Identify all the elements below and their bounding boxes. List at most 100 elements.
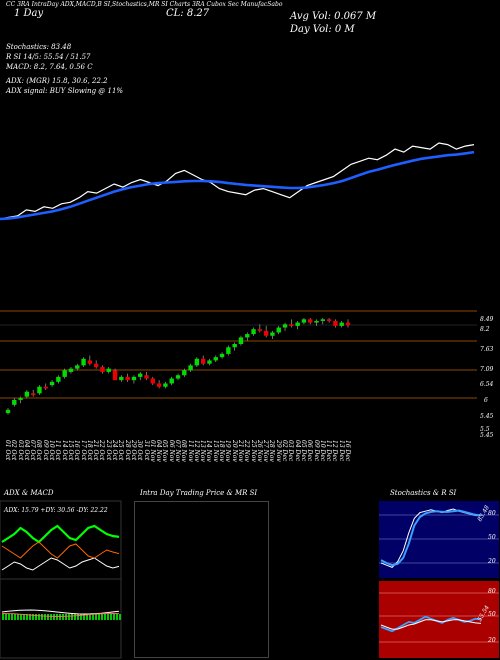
- candle-up: [37, 386, 42, 394]
- candle-up: [295, 322, 300, 326]
- candle-down: [263, 330, 269, 336]
- candle-down: [308, 319, 313, 323]
- price-line-chart: [0, 142, 475, 221]
- macd-signal-line: [1, 612, 120, 617]
- candle-up: [75, 365, 80, 369]
- stoch-panel-title: Stochastics & R SI: [390, 489, 457, 497]
- macd-histogram-bar: [8, 614, 10, 620]
- macd-histogram-bar: [83, 614, 85, 620]
- candle-up: [169, 378, 174, 384]
- macd-histogram-bar: [29, 614, 31, 620]
- avg-vol: Avg Vol: 0.067 M: [290, 11, 377, 22]
- stochastics-background: [379, 501, 499, 578]
- macd-histogram-bar: [98, 614, 100, 620]
- header-line: CC 3RA IntraDay ADX,MACD,B SI,Stochastic…: [6, 1, 283, 8]
- candle-up: [207, 360, 212, 364]
- macd-histogram-bar: [80, 614, 82, 620]
- adx-panel-title: ADX & MACD: [4, 489, 54, 497]
- candle-up: [301, 319, 307, 323]
- macd-histogram-bar: [77, 614, 79, 620]
- intra-panel-title: Intra Day Trading Price & MR SI: [140, 489, 258, 497]
- price-axis-label: 5.45: [480, 413, 494, 420]
- candlestick-chart: [0, 310, 477, 415]
- price-axis-label: 6.54: [480, 381, 494, 388]
- candle-up: [175, 375, 181, 379]
- stoch-axis-label: 20: [488, 558, 496, 565]
- candle-up: [49, 381, 55, 386]
- candle-up: [188, 365, 193, 371]
- macd-line: [1, 609, 120, 615]
- price-axis-label: 5.5: [480, 426, 490, 433]
- macd-histogram-bar: [65, 614, 67, 620]
- candle-up: [81, 358, 86, 366]
- candle-up: [282, 324, 288, 328]
- price-axis-label: 7.63: [480, 346, 494, 353]
- macd-histogram-bar: [38, 614, 40, 620]
- candle-up: [163, 383, 168, 387]
- candle-up: [194, 358, 200, 366]
- macd-histogram-bar: [71, 614, 73, 620]
- price-axis-label: 6: [484, 397, 488, 404]
- day-vol: Day Vol: 0 M: [290, 24, 355, 35]
- macd-histogram-bar: [62, 614, 64, 620]
- candle-up: [24, 391, 30, 397]
- macd-histogram-bar: [5, 614, 7, 620]
- si-readout: R SI 14/5: 55.54 / 51.57: [6, 53, 91, 61]
- macd-histogram-bar: [113, 614, 115, 620]
- macd-histogram-bar: [47, 614, 49, 620]
- macd-histogram-bar: [116, 614, 118, 620]
- price-axis-label: 8.49: [480, 316, 494, 323]
- price-axis-label: 5.45: [480, 432, 494, 439]
- candle-down: [30, 393, 36, 395]
- candle-down: [200, 358, 206, 364]
- macd-histogram-bar: [95, 614, 97, 620]
- stoch-axis-label: 80: [488, 510, 496, 517]
- price-line: [0, 142, 475, 220]
- macd-histogram-bar: [68, 614, 70, 620]
- macd-histogram-bar: [11, 614, 13, 620]
- minus-di-line: [1, 541, 120, 559]
- adx-values: ADX: 15.79 +DY: 30.56 -DY: 22.22: [4, 507, 108, 514]
- candle-up: [226, 347, 231, 354]
- candle-up: [339, 322, 344, 326]
- macd-histogram-bar: [17, 614, 19, 620]
- candle-up: [18, 398, 23, 400]
- macd-histogram-bar: [92, 614, 94, 620]
- plus-di-line: [1, 524, 120, 544]
- macd-histogram-bar: [104, 614, 106, 620]
- stochastic-d-line: [380, 509, 482, 567]
- candle-up: [119, 376, 124, 381]
- stoch-axis-label: 50: [488, 534, 496, 541]
- macd-histogram-bar: [2, 614, 4, 620]
- candle-up: [276, 327, 281, 333]
- candle-up: [320, 319, 326, 321]
- macd-histogram-bar: [107, 614, 109, 620]
- moving-average-line: [0, 150, 475, 221]
- candle-down: [326, 319, 332, 321]
- candle-down: [289, 324, 294, 326]
- candle-down: [43, 386, 48, 389]
- candle-up: [131, 376, 137, 381]
- macd-histogram-bar: [32, 614, 34, 620]
- candle-down: [144, 375, 149, 379]
- candle-down: [345, 322, 351, 326]
- si-axis-label: 20: [488, 637, 496, 644]
- macd-histogram-bar: [44, 614, 46, 620]
- candle-up: [106, 368, 111, 372]
- candle-up: [56, 376, 61, 382]
- stoch-readout: Stochastics: 83.48: [6, 43, 72, 51]
- macd-histogram-bar: [23, 614, 25, 620]
- cl-label: CL: 8.27: [166, 8, 210, 19]
- adx-line: [1, 557, 120, 571]
- macd-histogram-bar: [86, 614, 88, 620]
- macd-histogram-bar: [50, 614, 52, 620]
- candle-up: [219, 353, 225, 358]
- si-line: [380, 615, 482, 633]
- price-axis-label: 8.2: [480, 326, 490, 333]
- day-label: 1 Day: [14, 8, 44, 19]
- candle-up: [5, 409, 11, 414]
- candle-up: [138, 373, 143, 377]
- macd-histogram-bar: [89, 614, 91, 620]
- si-axis-label: 50: [488, 611, 496, 618]
- candle-up: [62, 370, 67, 377]
